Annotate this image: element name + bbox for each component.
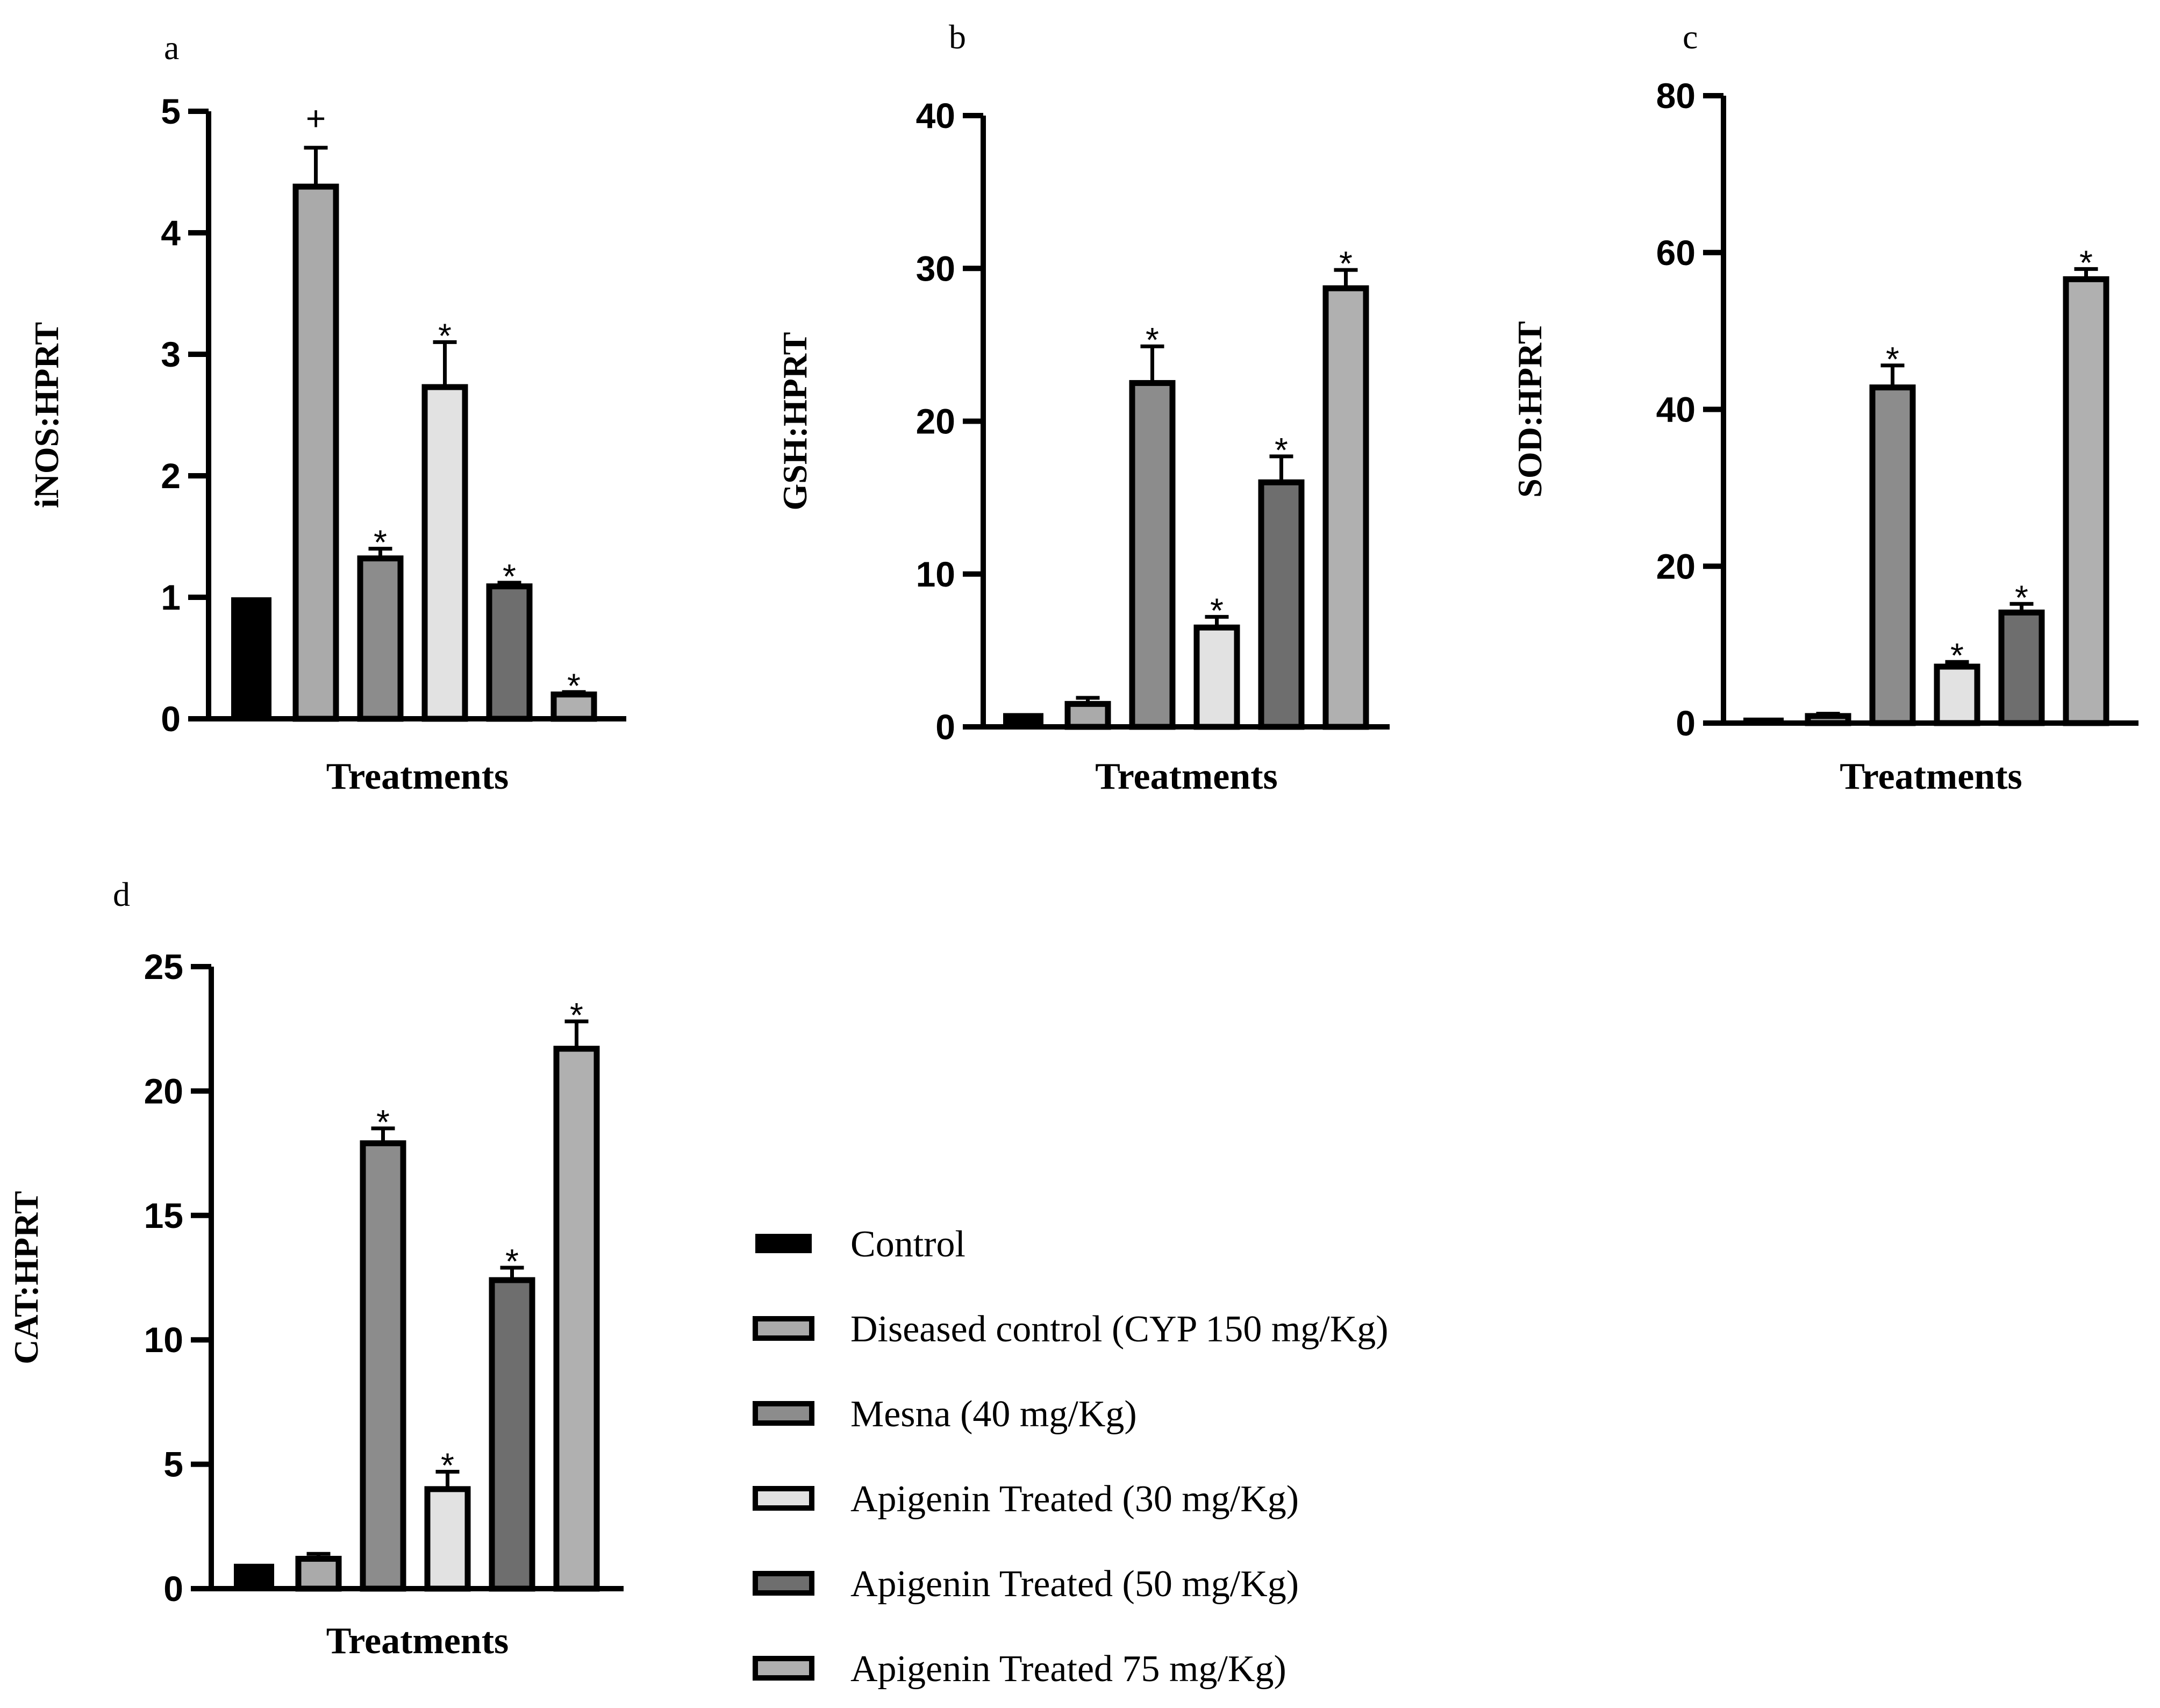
legend-label: Control bbox=[850, 1224, 965, 1265]
legend-swatch bbox=[753, 1316, 814, 1341]
chart-panel-d: d 0 5 10 15 20 25 CAT:HPRT Treatments * * * * bbox=[7, 875, 624, 1662]
significance-marker: * bbox=[1275, 431, 1288, 469]
bar bbox=[357, 555, 404, 722]
legend-label: Mesna (40 mg/Kg) bbox=[850, 1393, 1137, 1435]
significance-marker: * bbox=[1886, 340, 1899, 378]
y-tick-label: 20 bbox=[916, 402, 955, 441]
y-tick-label: 10 bbox=[144, 1320, 183, 1360]
y-tick-label: 15 bbox=[144, 1196, 183, 1235]
legend-swatch bbox=[755, 1234, 812, 1253]
chart-panel-a: a 0 1 2 3 4 5 iNOS:HPRT Treatments + * * * * bbox=[27, 28, 626, 797]
panel-letter: a bbox=[164, 28, 179, 67]
panel-letter: c bbox=[1683, 18, 1698, 56]
bar bbox=[1934, 663, 1980, 726]
legend-label: Apigenin Treated (30 mg/Kg) bbox=[850, 1478, 1299, 1520]
bar bbox=[1743, 717, 1784, 723]
significance-marker: * bbox=[1950, 636, 1964, 675]
y-tick-label: 0 bbox=[163, 1569, 183, 1609]
y-tick-label: 30 bbox=[916, 248, 955, 288]
significance-marker: * bbox=[441, 1446, 454, 1484]
bar bbox=[489, 1277, 535, 1592]
bar bbox=[1193, 624, 1240, 730]
legend-item: Control bbox=[755, 1224, 965, 1265]
x-axis-label: Treatments bbox=[326, 756, 509, 797]
significance-marker: * bbox=[2015, 578, 2028, 617]
bar bbox=[550, 691, 597, 722]
legend-swatch bbox=[753, 1656, 814, 1681]
legend-item: Apigenin Treated (30 mg/Kg) bbox=[753, 1478, 1299, 1520]
y-tick-label: 0 bbox=[161, 699, 181, 739]
chart-panel-c: c 0 20 40 60 80 SOD:HPRT Treatments * * * * bbox=[1511, 18, 2138, 797]
bar bbox=[2063, 276, 2109, 726]
bar bbox=[360, 1140, 406, 1592]
y-axis-label: GSH:HPRT bbox=[776, 332, 814, 511]
y-tick-label: 4 bbox=[161, 213, 181, 253]
y-tick-label: 20 bbox=[1656, 546, 1696, 586]
significance-marker: * bbox=[505, 1242, 519, 1281]
panel-letter: d bbox=[113, 875, 130, 913]
y-tick-label: 0 bbox=[1676, 703, 1696, 743]
bar bbox=[1869, 384, 1916, 726]
legend-swatch bbox=[753, 1486, 814, 1511]
x-axis-label: Treatments bbox=[1095, 756, 1278, 797]
significance-marker: * bbox=[1146, 320, 1159, 359]
bar bbox=[292, 183, 339, 722]
bar bbox=[234, 1563, 274, 1589]
significance-marker: * bbox=[570, 996, 583, 1034]
legend-item: Apigenin Treated 75 mg/Kg) bbox=[753, 1648, 1286, 1690]
bar bbox=[1258, 479, 1305, 730]
x-axis-label: Treatments bbox=[326, 1620, 509, 1662]
bar bbox=[1064, 701, 1111, 730]
legend-swatch bbox=[753, 1571, 814, 1596]
significance-marker: * bbox=[1210, 591, 1224, 630]
bar bbox=[424, 1486, 471, 1592]
bar bbox=[486, 583, 533, 722]
significance-marker: * bbox=[1339, 244, 1353, 283]
y-tick-label: 0 bbox=[935, 707, 955, 747]
significance-marker: + bbox=[306, 99, 326, 138]
y-tick-label: 2 bbox=[161, 456, 181, 496]
bar bbox=[553, 1046, 600, 1592]
y-axis-label: CAT:HPRT bbox=[7, 1191, 45, 1364]
legend-label: Diseased control (CYP 150 mg/Kg) bbox=[850, 1309, 1389, 1350]
bar bbox=[1003, 713, 1043, 727]
bar bbox=[421, 384, 468, 722]
bar bbox=[1805, 713, 1851, 726]
y-tick-label: 40 bbox=[916, 96, 955, 135]
bar bbox=[295, 1555, 342, 1592]
y-tick-label: 80 bbox=[1656, 76, 1696, 116]
y-axis-label: SOD:HPRT bbox=[1511, 321, 1549, 497]
y-tick-label: 20 bbox=[144, 1071, 183, 1111]
significance-marker: * bbox=[438, 316, 452, 355]
legend-label: Apigenin Treated 75 mg/Kg) bbox=[850, 1648, 1286, 1690]
legend-item: Diseased control (CYP 150 mg/Kg) bbox=[753, 1309, 1389, 1350]
y-tick-label: 3 bbox=[161, 334, 181, 374]
y-tick-label: 25 bbox=[144, 947, 183, 987]
significance-marker: * bbox=[503, 557, 516, 596]
y-tick-label: 5 bbox=[161, 91, 181, 131]
y-tick-label: 40 bbox=[1656, 390, 1696, 430]
bar bbox=[231, 597, 271, 719]
legend-label: Apigenin Treated (50 mg/Kg) bbox=[850, 1563, 1299, 1605]
bar bbox=[1998, 609, 2045, 726]
significance-marker: * bbox=[376, 1103, 390, 1141]
legend-item: Apigenin Treated (50 mg/Kg) bbox=[753, 1563, 1299, 1605]
legend: Control Diseased control (CYP 150 mg/Kg) M… bbox=[753, 1224, 1389, 1690]
chart-panel-b: b 0 10 20 30 40 GSH:HPRT Treatments * * * * bbox=[776, 18, 1390, 797]
significance-marker: * bbox=[374, 523, 387, 562]
bar bbox=[1129, 380, 1176, 730]
y-tick-label: 5 bbox=[163, 1445, 183, 1484]
panel-letter: b bbox=[949, 18, 966, 56]
y-tick-label: 1 bbox=[161, 577, 181, 617]
y-axis-label: iNOS:HPRT bbox=[27, 322, 66, 508]
x-axis-label: Treatments bbox=[1840, 756, 2022, 797]
legend-item: Mesna (40 mg/Kg) bbox=[753, 1393, 1137, 1435]
significance-marker: * bbox=[2079, 243, 2093, 282]
significance-marker: * bbox=[567, 666, 581, 705]
y-tick-label: 10 bbox=[916, 554, 955, 594]
bar bbox=[1322, 285, 1369, 730]
y-tick-label: 60 bbox=[1656, 233, 1696, 273]
legend-swatch bbox=[753, 1401, 814, 1426]
